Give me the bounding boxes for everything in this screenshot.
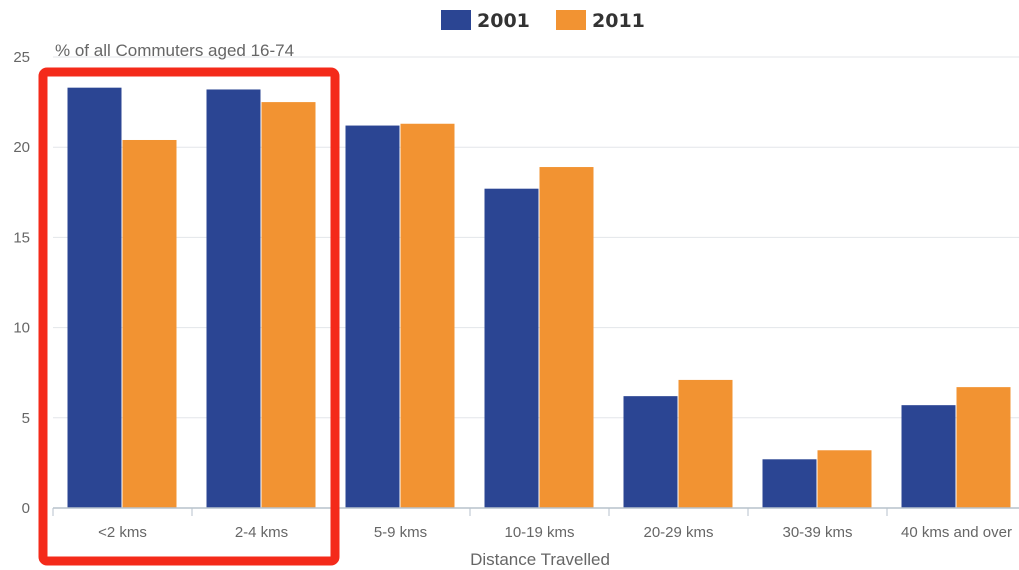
x-axis-label: Distance Travelled (470, 550, 610, 569)
bar-2011-4[interactable] (678, 379, 733, 508)
x-tick-label: 10-19 kms (504, 524, 574, 541)
y-tick-label: 0 (22, 500, 30, 517)
bars (67, 87, 1011, 509)
bar-2001-6[interactable] (901, 405, 956, 508)
y-tick-label: 25 (13, 49, 30, 66)
bar-2011-2[interactable] (400, 123, 455, 509)
x-tick-label: 40 kms and over (901, 524, 1012, 541)
x-tick-labels: <2 kms 2-4 kms 5-9 kms 10-19 kms 20-29 kms 30… (52, 508, 1012, 541)
bar-2001-0[interactable] (67, 87, 122, 508)
bar-2011-5[interactable] (817, 450, 872, 508)
x-tick-label: 5-9 kms (374, 524, 427, 541)
legend-swatch-2011[interactable] (556, 10, 586, 30)
bar-2001-5[interactable] (762, 459, 817, 508)
y-tick-label: 10 (13, 320, 30, 337)
x-tick-label: 20-29 kms (643, 524, 713, 541)
bar-2001-3[interactable] (484, 188, 539, 508)
y-axis-label: % of all Commuters aged 16-74 (55, 41, 294, 60)
legend[interactable]: 2001 2011 (441, 10, 645, 32)
x-tick-label: 30-39 kms (782, 524, 852, 541)
x-tick-label: 2-4 kms (235, 524, 288, 541)
legend-swatch-2001[interactable] (441, 10, 471, 30)
highlight-box (38, 67, 340, 566)
legend-label-2011[interactable]: 2011 (592, 10, 645, 32)
bar-2001-2[interactable] (345, 125, 400, 508)
bar-2001-4[interactable] (623, 396, 678, 508)
bar-2001-1[interactable] (206, 89, 261, 509)
y-tick-label: 15 (13, 229, 30, 246)
y-tick-label: 20 (13, 139, 30, 156)
y-tick-label: 5 (22, 410, 30, 427)
x-tick-label: <2 kms (98, 524, 147, 541)
bar-2011-0[interactable] (122, 139, 177, 508)
bar-2011-6[interactable] (956, 387, 1011, 508)
legend-label-2001[interactable]: 2001 (477, 10, 530, 32)
bar-2011-1[interactable] (261, 102, 316, 508)
y-tick-labels: 0 5 10 15 20 25 (13, 49, 30, 517)
bar-2011-3[interactable] (539, 167, 594, 508)
